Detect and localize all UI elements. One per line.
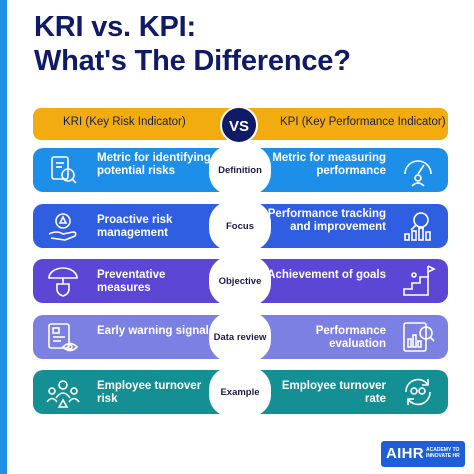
chart-magnifier-icon xyxy=(400,319,436,355)
logo-brand: AIHR xyxy=(386,445,424,462)
title-line-1: KRI vs. KPI: xyxy=(34,11,196,43)
kpi-example-text: Employee turnover rate xyxy=(281,380,386,405)
kpi-focus-text: Performance tracking and improvement xyxy=(267,208,386,233)
kri-header-label: KRI (Key Risk Indicator) xyxy=(63,116,186,128)
page-title: KRI vs. KPI: What's The Difference? xyxy=(34,10,454,78)
kri-example-text: Employee turnover risk xyxy=(97,380,202,405)
row-label-focus: Focus xyxy=(209,201,271,251)
stairs-flag-icon xyxy=(400,263,436,299)
gauge-person-icon xyxy=(400,152,436,188)
magnifier-chart-icon xyxy=(400,208,436,244)
kri-objective-text: Preventative measures xyxy=(97,269,166,294)
kpi-header-label: KPI (Key Performance Indicator) xyxy=(280,116,446,128)
row-label-example: Example xyxy=(209,367,271,417)
kpi-data-review-text: Performance evaluation xyxy=(315,325,386,350)
row-label-definition: Definition xyxy=(209,145,271,195)
accent-bar xyxy=(0,0,7,474)
kri-data-review-text: Early warning signals xyxy=(97,325,216,337)
row-label-data-review: Data review xyxy=(209,312,271,362)
aihr-logo: AIHR ACADEMY TO INNOVATE HR xyxy=(381,441,465,467)
kpi-objective-text: Achievement of goals xyxy=(267,269,386,281)
people-warning-icon xyxy=(45,374,81,410)
hand-gear-warning-icon xyxy=(45,208,81,244)
document-eye-icon xyxy=(45,319,81,355)
vs-badge: VS xyxy=(220,106,258,144)
umbrella-shield-icon xyxy=(45,263,81,299)
logo-tagline: ACADEMY TO INNOVATE HR xyxy=(426,447,460,459)
people-cycle-icon xyxy=(400,374,436,410)
kpi-definition-text: Metric for measuring performance xyxy=(272,152,386,177)
checklist-magnifier-icon: ! xyxy=(45,152,81,188)
kri-definition-text: Metric for identifying potential risks xyxy=(97,152,211,177)
row-label-objective: Objective xyxy=(209,256,271,306)
svg-text:!: ! xyxy=(66,172,69,180)
title-line-2: What's The Difference? xyxy=(34,45,351,77)
kri-focus-text: Proactive risk management xyxy=(97,214,173,239)
